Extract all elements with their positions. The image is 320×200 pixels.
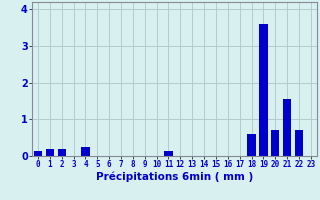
Bar (164, 151, 172, 156)
Bar (259, 24, 268, 156)
Bar (295, 130, 303, 156)
Bar (34, 151, 42, 156)
Bar (81, 147, 90, 156)
Bar (283, 99, 291, 156)
X-axis label: Précipitations 6min ( mm ): Précipitations 6min ( mm ) (96, 172, 253, 182)
Bar (46, 149, 54, 156)
Bar (247, 134, 256, 156)
Bar (271, 130, 279, 156)
Bar (58, 149, 66, 156)
